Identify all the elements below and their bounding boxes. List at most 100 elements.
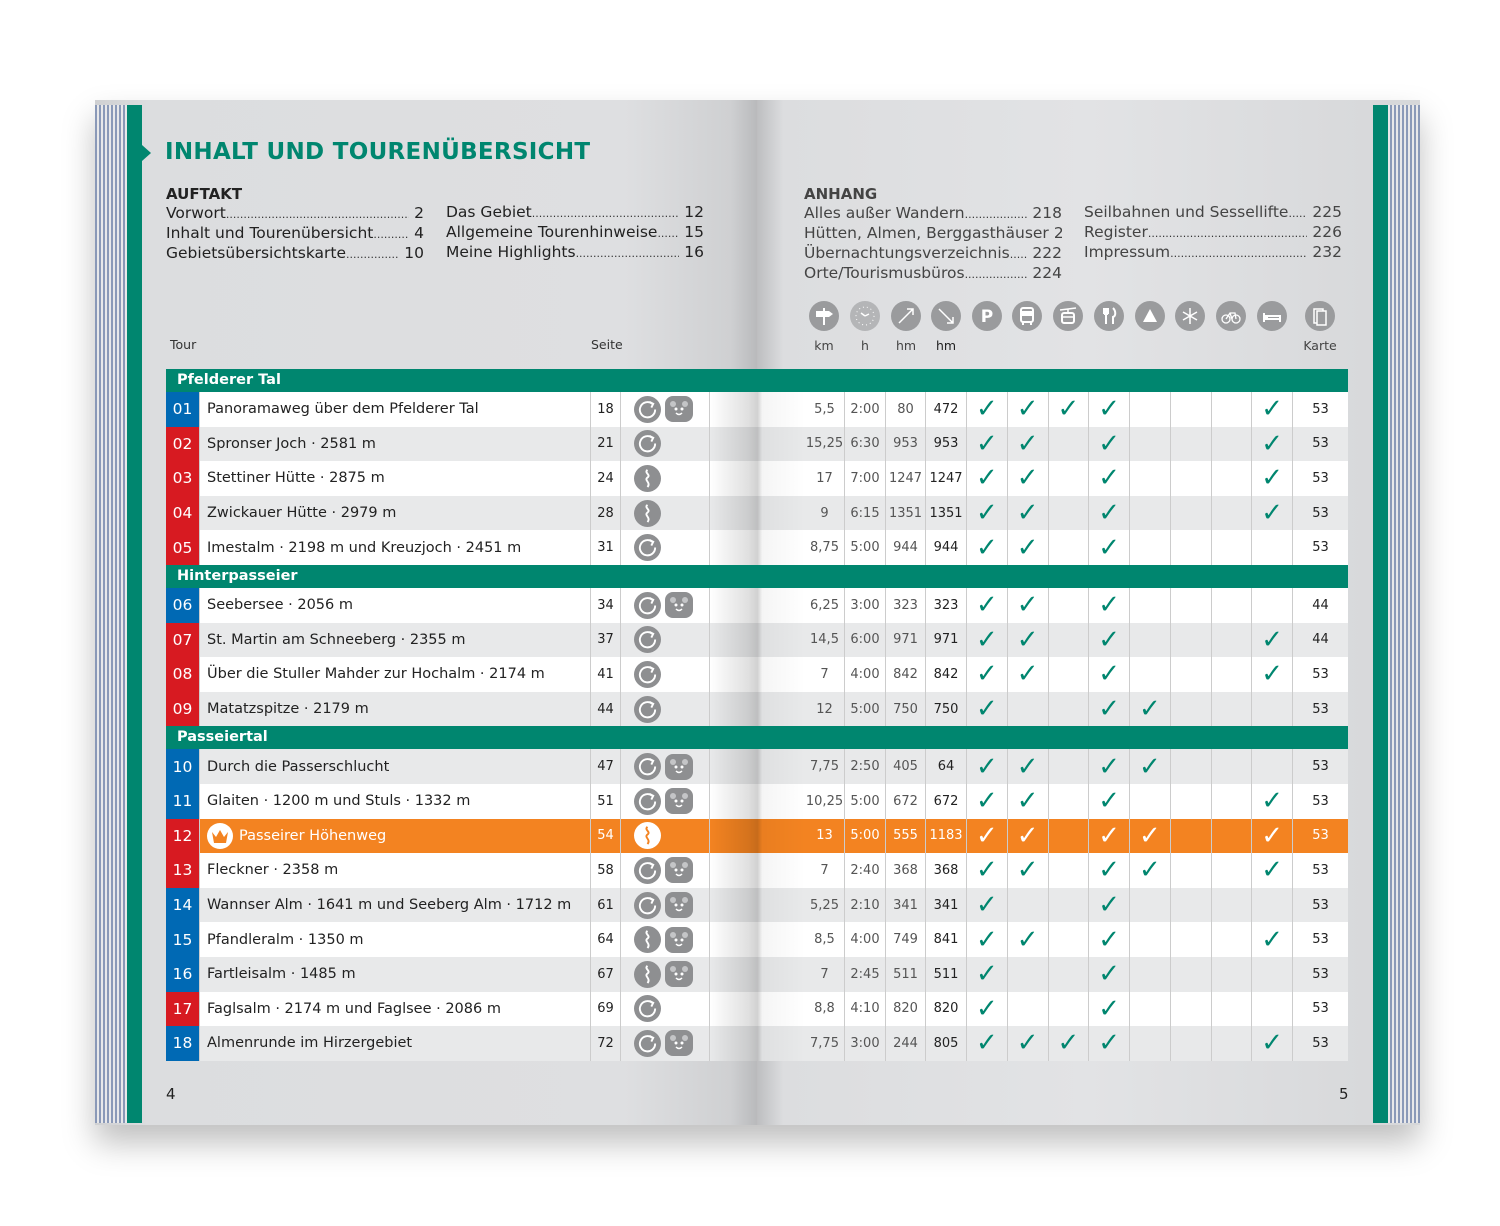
hut-icon bbox=[1135, 301, 1165, 331]
tour-duration: 3:00 bbox=[845, 1026, 886, 1061]
toc-entry-label: Das Gebiet bbox=[446, 203, 532, 221]
tour-row[interactable]: 08 Über die Stuller Mahder zur Hochalm · … bbox=[166, 657, 1348, 692]
tour-row[interactable]: 15 Pfandleralm · 1350 m 64 8,5 4:00 749 841 ✓ ✓ ✓… bbox=[166, 922, 1348, 957]
tour-name-cell[interactable]: Wannser Alm · 1641 m und Seeberg Alm · 1… bbox=[200, 887, 591, 923]
tour-name-cell[interactable]: Passeirer Höhenweg bbox=[200, 818, 591, 854]
tour-name-cell[interactable]: Stettiner Hütte · 2875 m bbox=[200, 461, 591, 496]
tour-ascent: 750 bbox=[886, 691, 926, 727]
check-winter bbox=[1171, 622, 1212, 658]
tour-name-cell[interactable]: Faglsalm · 2174 m und Faglsee · 2086 m bbox=[200, 991, 591, 1027]
tour-row[interactable]: 12 Passeirer Höhenweg 54 13 5:00 555 1183 ✓ ✓ ✓ ✓ ✓… bbox=[166, 818, 1348, 854]
tour-km: 13 bbox=[805, 818, 845, 854]
tour-name[interactable]: Matatzspitze · 2179 m bbox=[207, 701, 369, 718]
tour-name-cell[interactable]: Spronser Joch · 2581 m bbox=[200, 426, 591, 462]
tour-name-cell[interactable]: Glaiten · 1200 m und Stuls · 1332 m bbox=[200, 783, 591, 819]
toc-entry[interactable]: Seilbahnen und Sessellifte 225 bbox=[1084, 203, 1342, 223]
check-bike bbox=[1212, 426, 1253, 462]
tour-name-cell[interactable]: Fleckner · 2358 m bbox=[200, 853, 591, 888]
toc-entry[interactable]: Inhalt und Tourenübersicht 4 bbox=[166, 224, 424, 244]
tour-name-cell[interactable]: Matatzspitze · 2179 m bbox=[200, 691, 591, 727]
tour-row[interactable]: 18 Almenrunde im Hirzergebiet 72 7,75 3:00 24… bbox=[166, 1026, 1348, 1061]
tour-name-cell[interactable]: St. Martin am Schneeberg · 2355 m bbox=[200, 622, 591, 658]
tour-row[interactable]: 01 Panoramaweg über dem Pfelderer Tal 18 5,… bbox=[166, 392, 1348, 427]
tour-name-cell[interactable]: Pfandleralm · 1350 m bbox=[200, 922, 591, 957]
anhang-section: ANHANG Alles außer Wandern 218 Hütten, Alm… bbox=[804, 185, 1062, 284]
tour-name[interactable]: St. Martin am Schneeberg · 2355 m bbox=[207, 631, 466, 648]
tour-name[interactable]: Fleckner · 2358 m bbox=[207, 862, 339, 879]
tour-name[interactable]: Imestalm · 2198 m und Kreuzjoch · 2451 m bbox=[207, 539, 522, 556]
tour-descent: 971 bbox=[926, 622, 967, 658]
check-winter bbox=[1171, 691, 1212, 727]
tour-ascent: 555 bbox=[886, 818, 926, 854]
tour-row[interactable]: 13 Fleckner · 2358 m 58 7 2:40 368 368 ✓ ✓ ✓ ✓ ✓ 53 bbox=[166, 853, 1348, 888]
tour-name[interactable]: Glaiten · 1200 m und Stuls · 1332 m bbox=[207, 793, 471, 810]
tour-name[interactable]: Über die Stuller Mahder zur Hochalm · 21… bbox=[207, 666, 545, 683]
tour-name-cell[interactable]: Fartleisalm · 1485 m bbox=[200, 956, 591, 992]
tour-duration: 4:10 bbox=[845, 991, 886, 1027]
tour-name-cell[interactable]: Über die Stuller Mahder zur Hochalm · 21… bbox=[200, 657, 591, 692]
tour-row[interactable]: 16 Fartleisalm · 1485 m 67 7 2:45 511 511 ✓ ✓ 53 bbox=[166, 956, 1348, 992]
tour-row[interactable]: 14 Wannser Alm · 1641 m und Seeberg Alm ·… bbox=[166, 887, 1348, 923]
clock-icon bbox=[850, 301, 880, 331]
toc-entry[interactable]: Vorwort 2 bbox=[166, 204, 424, 224]
tour-name[interactable]: Faglsalm · 2174 m und Faglsee · 2086 m bbox=[207, 1000, 501, 1017]
toc-entry[interactable]: Meine Highlights 16 bbox=[446, 243, 704, 263]
toc-entry-label: Gebietsübersichtskarte bbox=[166, 244, 347, 262]
tour-name-cell[interactable]: Imestalm · 2198 m und Kreuzjoch · 2451 m bbox=[200, 530, 591, 565]
toc-entry[interactable]: Das Gebiet 12 bbox=[446, 203, 704, 223]
tour-row[interactable]: 04 Zwickauer Hütte · 2979 m 28 9 6:15 1351 135… bbox=[166, 495, 1348, 531]
check-restaurant: ✓ bbox=[1089, 1026, 1130, 1061]
tour-name[interactable]: Passeirer Höhenweg bbox=[239, 827, 387, 844]
tour-row[interactable]: 09 Matatzspitze · 2179 m 44 12 5:00 750 750 ✓ ✓ ✓… bbox=[166, 691, 1348, 727]
tour-row[interactable]: 02 Spronser Joch · 2581 m 21 15,25 6:30 953 95… bbox=[166, 426, 1348, 462]
tour-name-cell[interactable]: Seebersee · 2056 m bbox=[200, 587, 591, 623]
tour-row[interactable]: 07 St. Martin am Schneeberg · 2355 m 37 14,… bbox=[166, 622, 1348, 658]
tour-number: 13 bbox=[166, 853, 200, 888]
toc-entry[interactable]: Impressum 232 bbox=[1084, 243, 1342, 263]
tour-name[interactable]: Fartleisalm · 1485 m bbox=[207, 966, 356, 983]
tour-duration: 4:00 bbox=[845, 657, 886, 692]
tour-row[interactable]: 10 Durch die Passerschlucht 47 7,75 2:50 405 6… bbox=[166, 749, 1348, 784]
round-trip-icon bbox=[634, 430, 661, 458]
tour-name-cell[interactable]: Durch die Passerschlucht bbox=[200, 749, 591, 784]
tour-name-cell[interactable]: Almenrunde im Hirzergebiet bbox=[200, 1026, 591, 1061]
toc-entry[interactable]: Register 226 bbox=[1084, 223, 1342, 243]
tour-descent: 953 bbox=[926, 426, 967, 462]
tour-page: 24 bbox=[591, 461, 621, 496]
tour-name[interactable]: Stettiner Hütte · 2875 m bbox=[207, 470, 385, 487]
tour-name-cell[interactable]: Panoramaweg über dem Pfelderer Tal bbox=[200, 392, 591, 427]
family-bear-icon bbox=[665, 396, 693, 423]
tour-row[interactable]: 11 Glaiten · 1200 m und Stuls · 1332 m 51 1… bbox=[166, 783, 1348, 819]
tour-name[interactable]: Seebersee · 2056 m bbox=[207, 597, 353, 614]
check-restaurant: ✓ bbox=[1089, 691, 1130, 727]
tour-name[interactable]: Spronser Joch · 2581 m bbox=[207, 435, 376, 452]
tour-descent: 323 bbox=[926, 587, 967, 623]
tour-page: 47 bbox=[591, 749, 621, 784]
check-hut: ✓ bbox=[1130, 691, 1171, 727]
checkmark-icon: ✓ bbox=[1261, 1028, 1284, 1059]
tour-name-cell[interactable]: Zwickauer Hütte · 2979 m bbox=[200, 495, 591, 531]
check-accommodation: ✓ bbox=[1252, 426, 1293, 462]
tour-ascent: 511 bbox=[886, 956, 926, 992]
tour-row[interactable]: 03 Stettiner Hütte · 2875 m 24 17 7:00 1247 12… bbox=[166, 461, 1348, 496]
toc-entry[interactable]: Hütten, Almen, Berggasthäuser 220 bbox=[804, 224, 1062, 244]
tour-name[interactable]: Pfandleralm · 1350 m bbox=[207, 931, 364, 948]
tour-name[interactable]: Zwickauer Hütte · 2979 m bbox=[207, 505, 397, 522]
book-spine-gap bbox=[710, 622, 805, 658]
toc-entry[interactable]: Übernachtungsverzeichnis 222 bbox=[804, 244, 1062, 264]
tour-name[interactable]: Panoramaweg über dem Pfelderer Tal bbox=[207, 401, 479, 418]
tour-name[interactable]: Durch die Passerschlucht bbox=[207, 758, 390, 775]
toc-entry[interactable]: Gebietsübersichtskarte 10 bbox=[166, 244, 424, 264]
tour-name[interactable]: Almenrunde im Hirzergebiet bbox=[207, 1035, 413, 1052]
tour-row[interactable]: 05 Imestalm · 2198 m und Kreuzjoch · 2451… bbox=[166, 530, 1348, 565]
toc-entry[interactable]: Alles außer Wandern 218 bbox=[804, 204, 1062, 224]
check-bus: ✓ bbox=[1008, 1026, 1049, 1061]
tour-row[interactable]: 06 Seebersee · 2056 m 34 6,25 3:00 323 323 ✓ ✓ ✓ 4… bbox=[166, 587, 1348, 623]
tour-number: 06 bbox=[166, 587, 200, 623]
check-winter bbox=[1171, 818, 1212, 854]
tour-row[interactable]: 17 Faglsalm · 2174 m und Faglsee · 2086 m… bbox=[166, 991, 1348, 1027]
tour-name[interactable]: Wannser Alm · 1641 m und Seeberg Alm · 1… bbox=[207, 897, 572, 914]
tour-ascent: 80 bbox=[886, 392, 926, 427]
toc-entry[interactable]: Orte/Tourismusbüros 224 bbox=[804, 264, 1062, 284]
toc-entry[interactable]: Allgemeine Tourenhinweise 15 bbox=[446, 223, 704, 243]
